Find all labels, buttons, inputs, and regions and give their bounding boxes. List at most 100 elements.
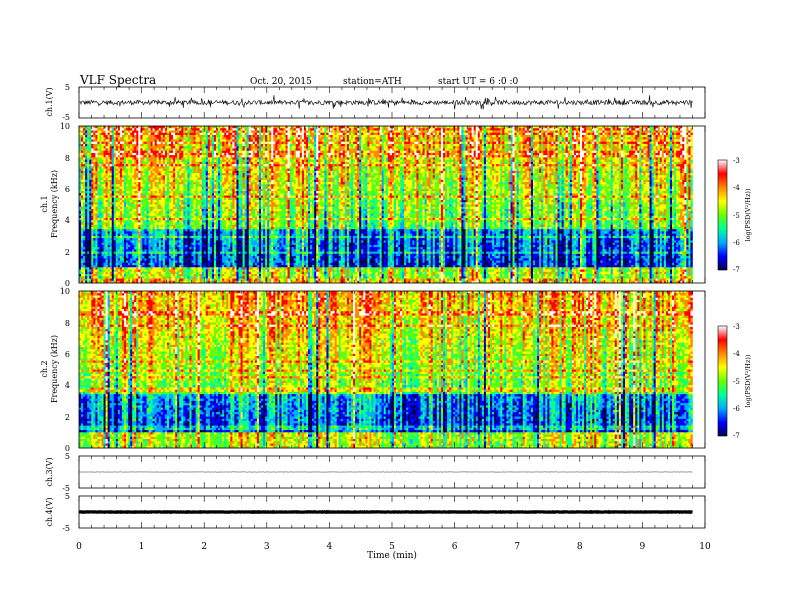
spectrogram-cell xyxy=(421,130,423,133)
spectrogram-cell xyxy=(87,128,89,131)
spectrogram-cell xyxy=(627,130,629,133)
spectrogram-cell xyxy=(549,128,551,131)
spectrogram-cell xyxy=(335,128,337,131)
spectrogram-cell xyxy=(187,128,189,131)
spectrogram-cell xyxy=(245,130,247,133)
spectrogram-cell xyxy=(296,130,298,133)
spectrogram-cell xyxy=(163,128,165,131)
ch1-waveform-ytick-top: 5 xyxy=(65,83,70,92)
spectrogram-cell xyxy=(286,128,288,131)
spectrogram-cell xyxy=(513,130,515,133)
spectrogram-cell xyxy=(83,128,85,131)
spectrogram-cell xyxy=(666,130,668,133)
spectrogram-cell xyxy=(97,128,99,131)
spectrogram-cell xyxy=(408,128,410,131)
spectrogram-cell xyxy=(167,128,169,131)
spectrogram-cell xyxy=(218,130,220,133)
spectrogram-cell xyxy=(472,128,474,131)
spectrogram-cell xyxy=(529,128,531,131)
spectrogram-cell xyxy=(461,130,463,133)
spectrogram-cell xyxy=(549,130,551,133)
spectrogram-cell xyxy=(545,130,547,133)
spectrogram-cell xyxy=(249,130,251,133)
spectrogram-cell xyxy=(365,130,367,133)
spectrogram-cell xyxy=(615,130,617,133)
spectrogram-cell xyxy=(302,128,304,131)
spectrogram-cell xyxy=(521,130,523,133)
spectrogram-cell xyxy=(576,130,578,133)
spectrogram-cell xyxy=(343,130,345,133)
spectrogram-cell xyxy=(429,130,431,133)
spectrogram-cell xyxy=(441,130,443,133)
spectrogram-cell xyxy=(588,130,590,133)
spectrogram-cell xyxy=(120,130,122,133)
spectrogram-cell xyxy=(151,130,153,133)
spectrogram-cell xyxy=(457,130,459,133)
spectrogram-cell xyxy=(398,128,400,131)
spectrogram-cell xyxy=(510,130,512,133)
ch1-waveform-panel: 5 -5 ch.1(V) xyxy=(45,83,705,122)
spectrogram-cell xyxy=(423,128,425,131)
spectrogram-cell xyxy=(357,128,359,131)
spectrogram-cell xyxy=(224,128,226,131)
spectrogram-cell xyxy=(161,130,163,133)
spectrogram-cell xyxy=(208,130,210,133)
spectrogram-cell xyxy=(149,130,151,133)
spectrogram-cell xyxy=(562,128,564,131)
spectrogram-cell xyxy=(494,130,496,133)
spectrogram-cell xyxy=(508,128,510,131)
spectrogram-cell xyxy=(355,128,357,131)
spectrogram-cell xyxy=(259,130,261,133)
spectrogram-cell xyxy=(292,130,294,133)
spectrogram-cell xyxy=(116,128,118,131)
spectrogram-cell xyxy=(349,130,351,133)
spectrogram-cell xyxy=(255,130,257,133)
spectrogram-cell xyxy=(570,128,572,131)
spectrogram-cell xyxy=(400,130,402,133)
spectrogram-cell xyxy=(130,130,132,133)
spectrogram-cell xyxy=(361,128,363,131)
spectrogram-cell xyxy=(345,128,347,131)
spectrogram-cell xyxy=(425,130,427,133)
spectrogram-cell xyxy=(623,130,625,133)
spectrogram-cell xyxy=(637,128,639,131)
spectrogram-cell xyxy=(288,128,290,131)
spectrogram-cell xyxy=(584,130,586,133)
spectrogram-cell xyxy=(251,130,253,133)
spectrogram-cell xyxy=(234,130,236,133)
spectrogram-cell xyxy=(551,130,553,133)
spectrogram-cell xyxy=(316,128,318,131)
spectrogram-cell xyxy=(672,128,674,131)
spectrogram-cell xyxy=(337,130,339,133)
spectrogram-cell xyxy=(633,128,635,131)
spectrogram-cell xyxy=(643,130,645,133)
spectrogram-cell xyxy=(463,130,465,133)
spectrogram-cell xyxy=(136,130,138,133)
spectrogram-cell xyxy=(664,130,666,133)
spectrogram-cell xyxy=(455,130,457,133)
spectrogram-cell xyxy=(611,128,613,131)
spectrogram-cell xyxy=(519,130,521,133)
spectrogram-cell xyxy=(384,128,386,131)
spectrogram-cell xyxy=(484,128,486,131)
spectrogram-cell xyxy=(652,130,654,133)
spectrogram-cell xyxy=(647,130,649,133)
spectrogram-cell xyxy=(106,130,108,133)
spectrogram-cell xyxy=(185,130,187,133)
spectrogram-cell xyxy=(304,130,306,133)
spectrogram-cell xyxy=(562,130,564,133)
spectrogram-cell xyxy=(177,130,179,133)
vlf-spectra-figure: VLF Spectra Oct. 20, 2015 station=ATH st… xyxy=(0,0,792,612)
spectrogram-cell xyxy=(560,130,562,133)
spectrogram-cell xyxy=(521,128,523,131)
spectrogram-cell xyxy=(134,130,136,133)
spectrogram-cell xyxy=(298,128,300,131)
spectrogram-cell xyxy=(167,130,169,133)
spectrogram-cell xyxy=(572,128,574,131)
spectrogram-cell xyxy=(580,128,582,131)
spectrogram-cell xyxy=(173,128,175,131)
spectrogram-cell xyxy=(533,130,535,133)
spectrogram-cell xyxy=(476,130,478,133)
spectrogram-cell xyxy=(416,130,418,133)
spectrogram-cell xyxy=(396,128,398,131)
